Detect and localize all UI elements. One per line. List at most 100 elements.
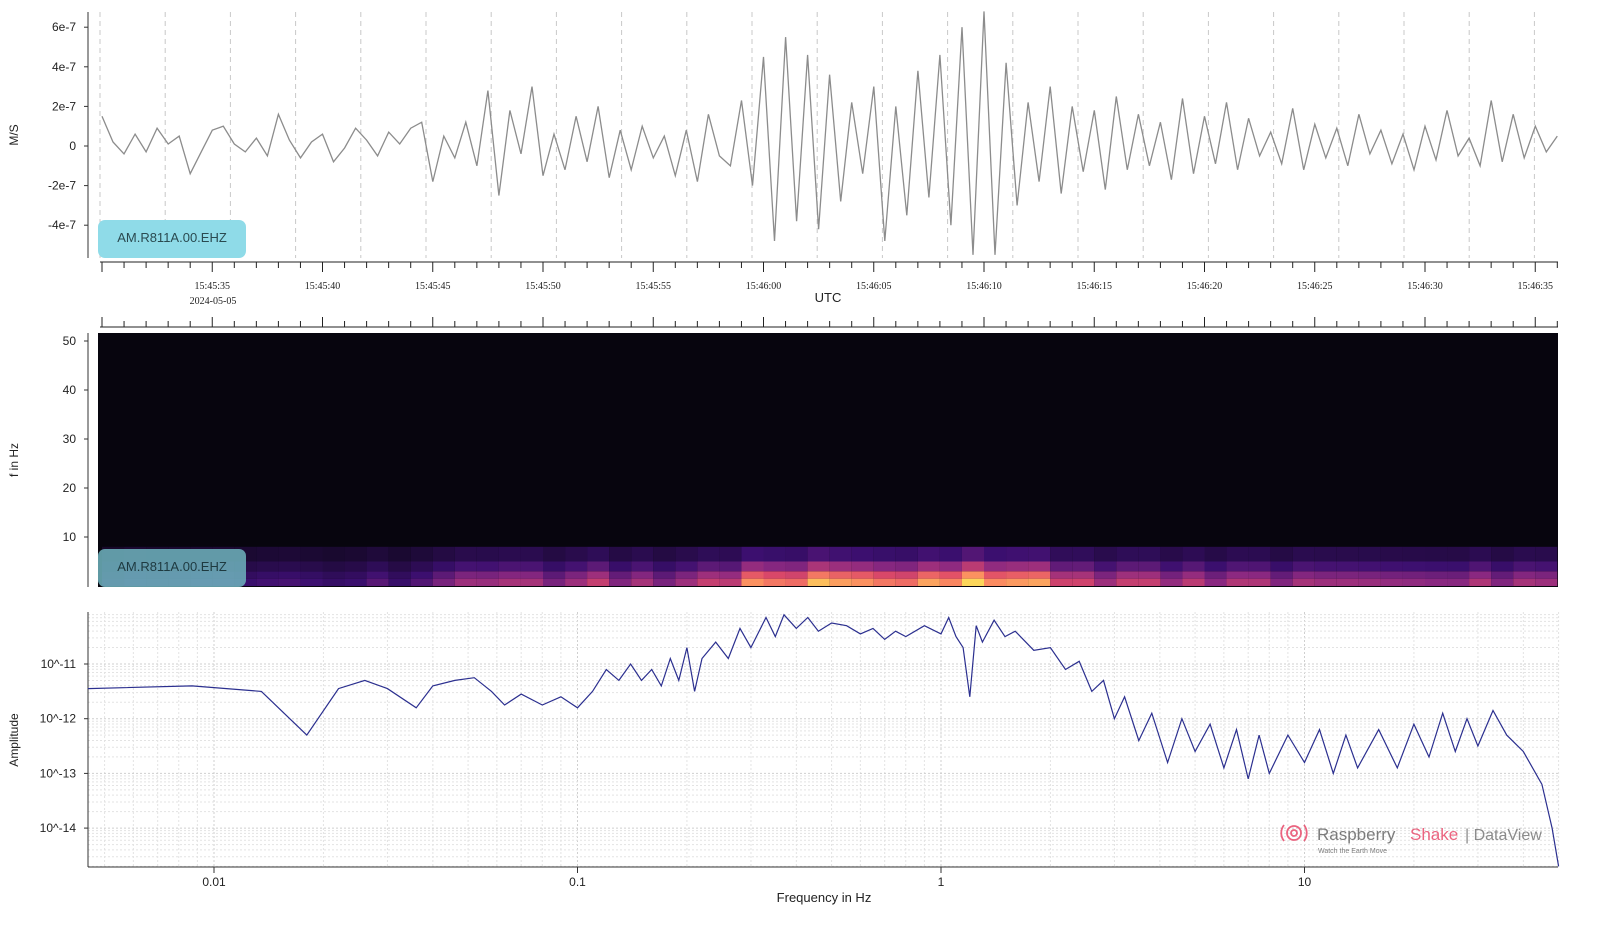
spectrogram-cell — [1469, 561, 1492, 572]
spectrogram-cell — [565, 561, 588, 572]
spectrogram-y-ticks: 50 40 30 20 10 — [63, 334, 88, 544]
spectrogram-cell — [278, 546, 301, 562]
y-tick-label: 2e-7 — [52, 99, 76, 113]
spectrogram-cell — [366, 561, 389, 572]
y-tick-label: -2e-7 — [48, 179, 76, 193]
spectrogram-cell — [939, 571, 962, 579]
spectrogram-station-badge — [98, 549, 246, 587]
spectrogram-cell — [1491, 578, 1514, 586]
x-tick-label: 10 — [1298, 875, 1312, 889]
spectrogram-cell — [1204, 546, 1227, 562]
spectrogram-cell — [1226, 578, 1249, 586]
spectrogram-panel: 50 40 30 20 10 f in Hz AM.R811A.00.EHZ — [7, 333, 1558, 587]
spectrogram-cell — [1028, 561, 1051, 572]
spectrogram-cell — [1116, 571, 1139, 579]
spectrogram-cell — [498, 571, 521, 579]
y-tick-label: 20 — [63, 481, 77, 495]
spectrogram-cell — [322, 578, 345, 586]
spectrogram-cell — [1314, 571, 1337, 579]
spectrogram-cell — [300, 578, 323, 586]
spectrogram-cell — [543, 561, 566, 572]
spectrogram-cell — [1094, 571, 1117, 579]
y-tick-label: 10^-13 — [40, 766, 77, 780]
spectrogram-cell — [1050, 546, 1073, 562]
y-tick-label: 10 — [63, 530, 77, 544]
spectrogram-cell — [1314, 561, 1337, 572]
spectrogram-cell — [1447, 571, 1470, 579]
time-tick-label: 15:46:00 — [746, 281, 782, 292]
spectrogram-cell — [1094, 578, 1117, 586]
spectrogram-cell — [322, 571, 345, 579]
spectrogram-cell — [432, 571, 455, 579]
time-axis-label: UTC — [815, 290, 842, 305]
spectrogram-cell — [1116, 561, 1139, 572]
time-tick-label: 15:46:15 — [1076, 281, 1112, 292]
spectrogram-cell — [410, 578, 433, 586]
spectrogram-cell — [1292, 571, 1315, 579]
watermark-brand2: Shake — [1410, 825, 1458, 844]
spectrogram-cell — [785, 578, 808, 586]
spectrogram-cell — [432, 561, 455, 572]
spectrogram-cell — [829, 571, 852, 579]
spectrogram-cell — [1336, 546, 1359, 562]
spectrogram-cell — [278, 561, 301, 572]
spectrogram-cell — [1491, 546, 1514, 562]
spectrogram-cell — [917, 561, 940, 572]
spectrogram-cell — [366, 571, 389, 579]
spectrogram-cell — [587, 546, 610, 562]
spectrogram-cell — [1425, 578, 1448, 586]
spectrogram-cell — [256, 571, 279, 579]
spectrogram-cell — [1050, 578, 1073, 586]
time-tick-label: 15:46:05 — [856, 281, 892, 292]
spectrogram-cell — [961, 546, 984, 562]
spectrogram-cell — [1358, 571, 1381, 579]
y-tick-label: 10^-14 — [40, 821, 77, 835]
spectrogram-cell — [322, 561, 345, 572]
spectrogram-cell — [1050, 571, 1073, 579]
spectrogram-cell — [256, 546, 279, 562]
spectrogram-cell — [895, 546, 918, 562]
spectrogram-cell — [631, 578, 654, 586]
spectrogram-cell — [984, 546, 1007, 562]
spectrogram-cell — [1402, 571, 1425, 579]
spectrogram-cell — [1138, 578, 1161, 586]
spectrogram-cell — [1358, 578, 1381, 586]
spectrogram-cell — [1380, 561, 1403, 572]
spectrogram-cell — [366, 546, 389, 562]
spectrogram-cell — [1138, 546, 1161, 562]
spectrogram-cell — [984, 571, 1007, 579]
spectrogram-cell — [1072, 578, 1095, 586]
spectrogram-cell — [1447, 546, 1470, 562]
spectrogram-cell — [1006, 561, 1029, 572]
shake-logo-icon — [1280, 824, 1308, 842]
spectrogram-cell — [961, 578, 984, 586]
spectrogram-cell — [1160, 571, 1183, 579]
spectrogram-cell — [741, 546, 764, 562]
spectrogram-cell — [300, 571, 323, 579]
spectrogram-cell — [631, 571, 654, 579]
spectrogram-cell — [1072, 546, 1095, 562]
time-tick-label: 15:46:20 — [1187, 281, 1223, 292]
spectrogram-cell — [1116, 578, 1139, 586]
spectrogram-cell — [1336, 561, 1359, 572]
spectrogram-cell — [1425, 571, 1448, 579]
waveform-y-ticks: 6e-7 4e-7 2e-7 0 -2e-7 -4e-7 — [48, 20, 88, 232]
time-tick-label: 15:45:50 — [525, 281, 561, 292]
spectrogram-cell — [587, 578, 610, 586]
spectrogram-cell — [344, 561, 367, 572]
spectrogram-cell — [1094, 561, 1117, 572]
spectrogram-cell — [1006, 578, 1029, 586]
spectrogram-cell — [1204, 561, 1227, 572]
spectrogram-cell — [454, 578, 477, 586]
spectrogram-cell — [1226, 546, 1249, 562]
spectrogram-cell — [1138, 561, 1161, 572]
spectrogram-cell — [1292, 561, 1315, 572]
time-tick-label: 15:45:45 — [415, 281, 451, 292]
waveform-y-label: M/S — [7, 124, 21, 145]
spectrogram-cell — [873, 561, 896, 572]
spectrogram-cell — [984, 578, 1007, 586]
time-tick-label: 15:46:30 — [1407, 281, 1443, 292]
spectrogram-cell — [1425, 546, 1448, 562]
spectrogram-cell — [851, 546, 874, 562]
spectrogram-cell — [300, 561, 323, 572]
